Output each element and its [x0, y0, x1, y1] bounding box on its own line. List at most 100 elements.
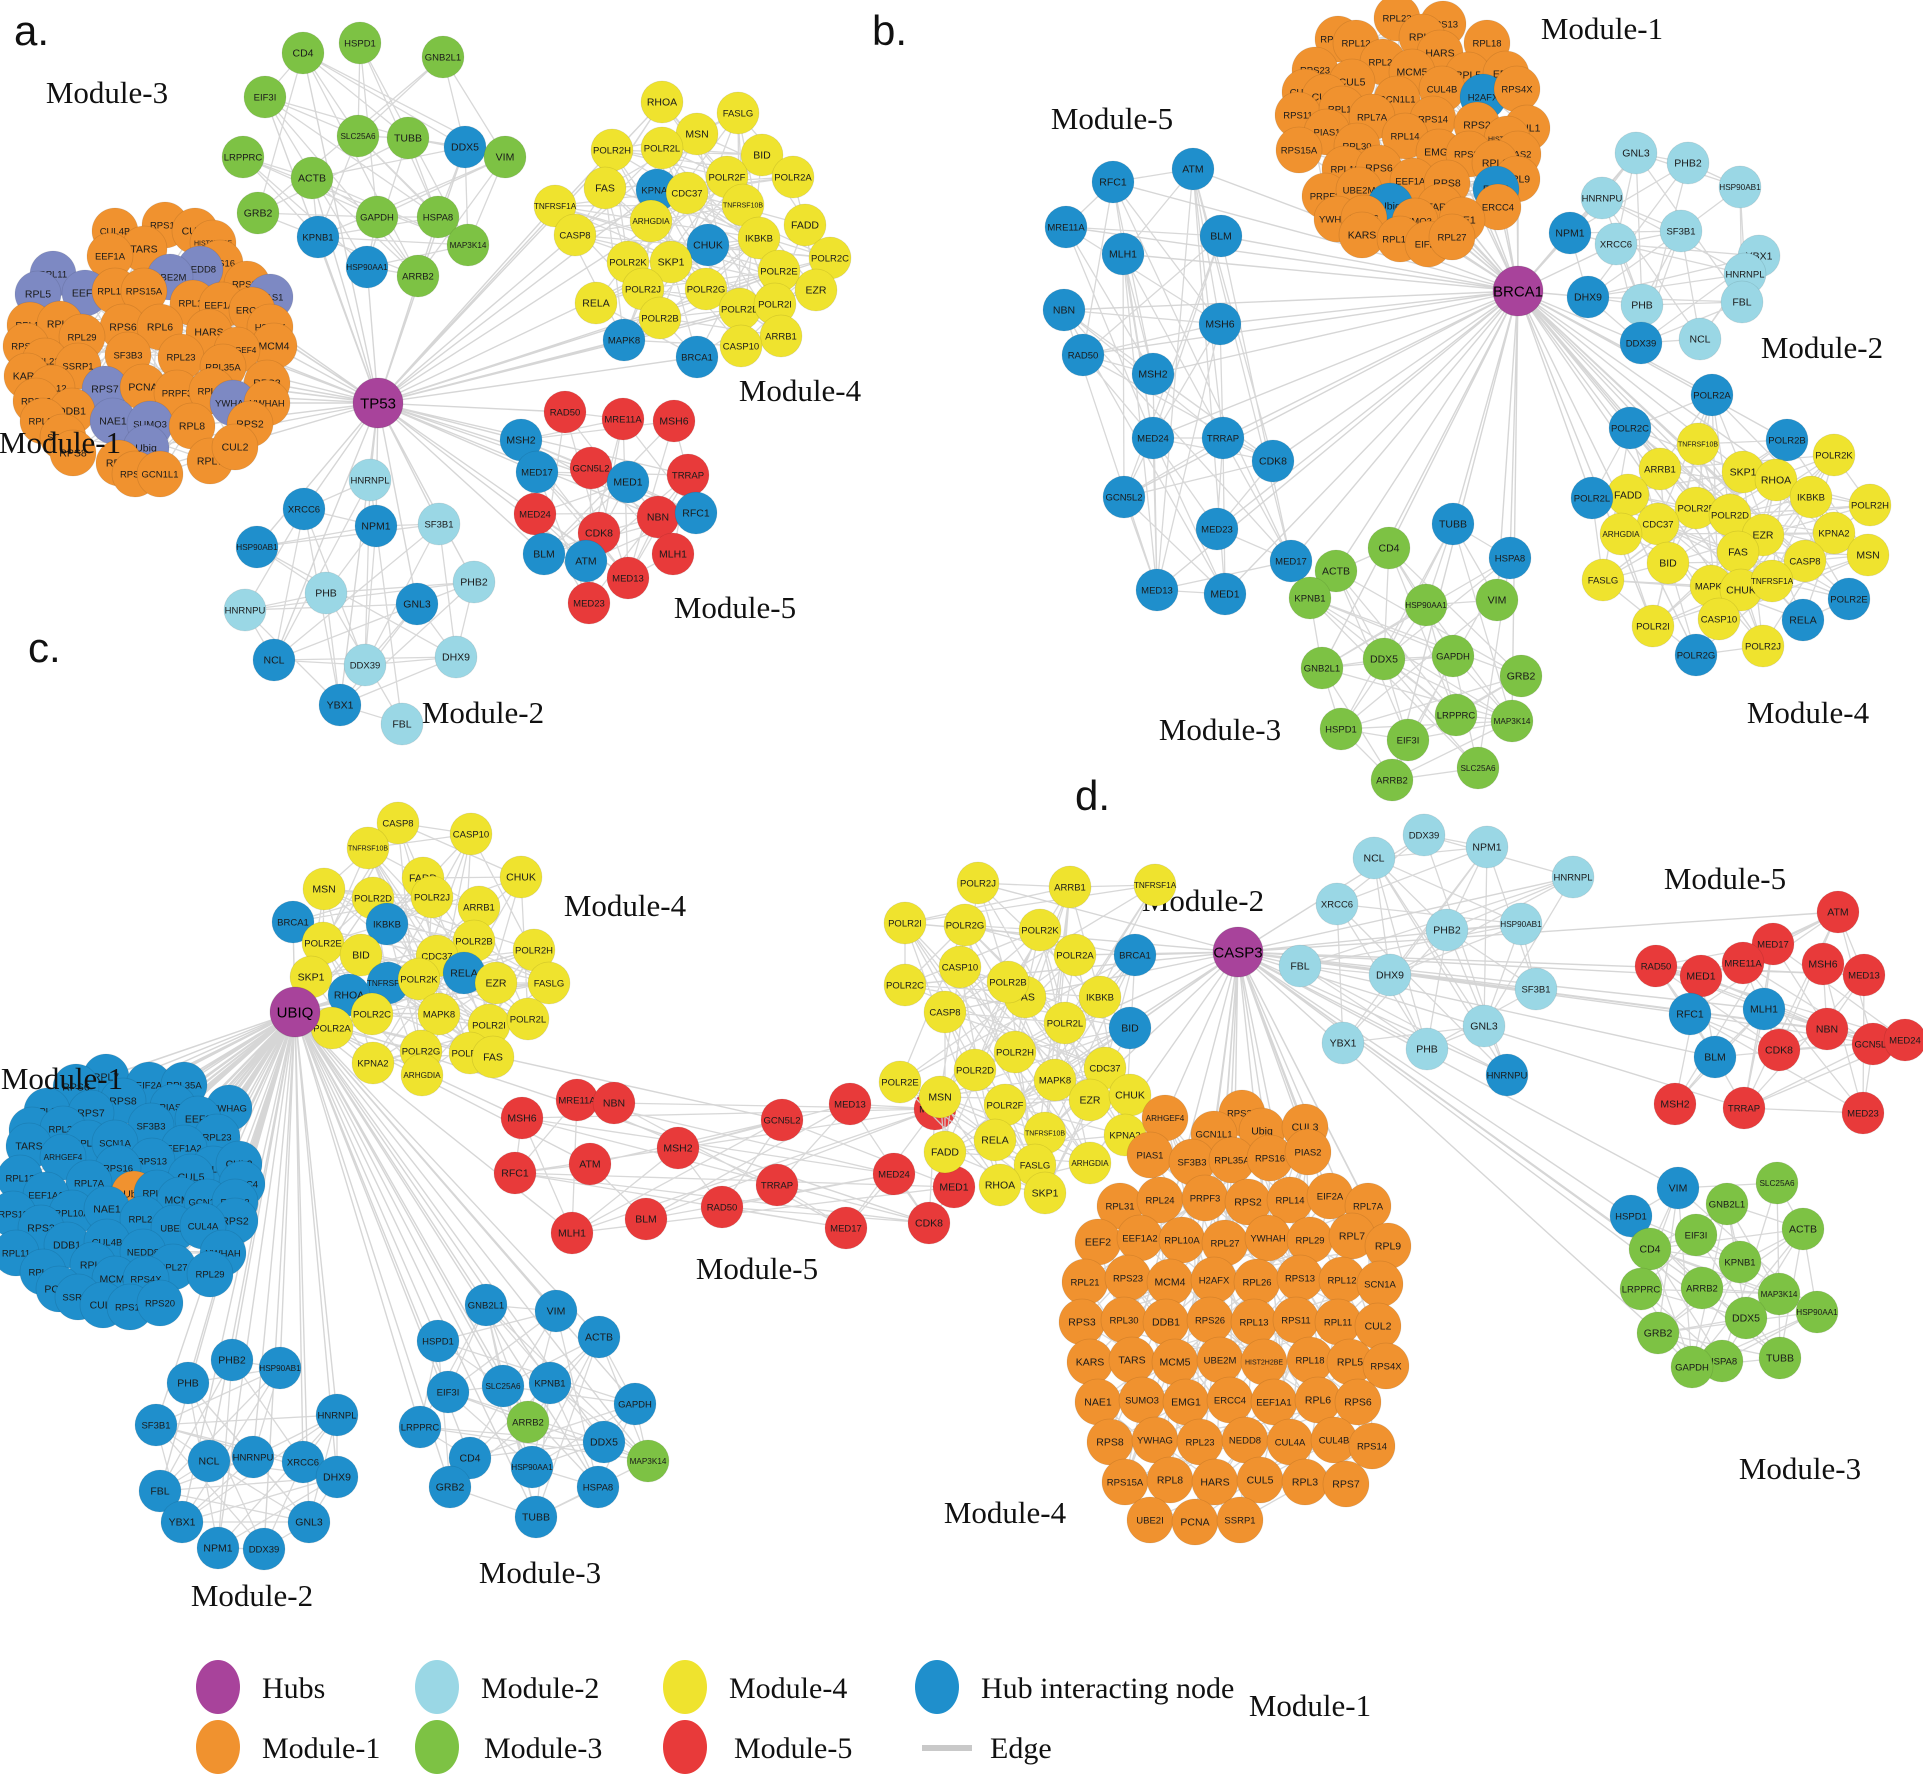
node-label-RPL6: RPL6: [147, 322, 173, 334]
node-DHX9: DHX9: [315, 1455, 359, 1499]
node-circle-EIF3I: [243, 75, 287, 119]
node-circle-FASLG: [527, 961, 571, 1005]
node-circle-RPS8: [49, 429, 97, 477]
node-BRCA1: BRCA1: [1113, 933, 1157, 977]
node-label-ATM: ATM: [575, 556, 596, 568]
node-GCN5L2: GCN5L2: [1102, 475, 1146, 519]
node-RPS8: RPS8: [49, 429, 97, 477]
node-label-POLR2D: POLR2D: [354, 893, 392, 904]
node-circle-RFC1: [1091, 160, 1135, 204]
node-label-RPL11: RPL11: [2, 1248, 30, 1259]
node-circle-MSH2: [1653, 1082, 1697, 1126]
node-label-MAP3K14: MAP3K14: [1761, 1290, 1798, 1299]
node-label-CASP8: CASP8: [382, 818, 413, 829]
node-MED24: MED24: [1883, 1018, 1923, 1062]
node-ATM: ATM: [1171, 147, 1215, 191]
node-label-PHB: PHB: [1416, 1044, 1438, 1056]
node-CASP8: CASP8: [376, 801, 420, 845]
node-label-NPM1: NPM1: [203, 1543, 232, 1555]
node-circle-ATM: [564, 539, 608, 583]
node-circle-HSPD1: [416, 1319, 460, 1363]
node-CUL4A: CUL4A: [1266, 1418, 1314, 1466]
node-label-MSN: MSN: [928, 1092, 951, 1104]
node-label-RPS14: RPS14: [1357, 1441, 1387, 1452]
node-CASP10: CASP10: [938, 945, 982, 989]
node-label-RPL26: RPL26: [197, 386, 226, 397]
node-FASLG: FASLG: [1581, 558, 1625, 602]
node-PIAS1: PIAS1: [1126, 1131, 1174, 1179]
node-label-MED17: MED17: [1275, 556, 1307, 567]
node-circle-DDX39: [1619, 321, 1663, 365]
node-label-HSP90AA1: HSP90AA1: [346, 263, 388, 272]
node-label-RPL7A: RPL7A: [74, 1178, 105, 1189]
node-MLH1: MLH1: [550, 1211, 594, 1255]
node-label-MED24: MED24: [519, 509, 551, 520]
node-circle-EIF3I: [1674, 1213, 1718, 1257]
node-label-MED13: MED13: [612, 573, 644, 584]
node-label-RPL7: RPL7: [1339, 1231, 1365, 1243]
node-label-GAPDH: GAPDH: [1675, 1362, 1709, 1373]
node-circle-MED13: [828, 1082, 872, 1126]
node-circle-MED17: [824, 1206, 868, 1250]
node-circle-CASP8: [376, 801, 420, 845]
node-KPNA2: KPNA2: [1812, 511, 1856, 555]
node-MED24: MED24: [872, 1152, 916, 1196]
node-label-HNRNPL: HNRNPL: [317, 1410, 356, 1421]
node-RELA: RELA: [973, 1118, 1017, 1162]
node-circle-GNL3: [287, 1500, 331, 1544]
node-circle-GCN5L2: [1102, 475, 1146, 519]
node-label-MED1: MED1: [939, 1182, 968, 1194]
node-label-CUL4B: CUL4B: [100, 226, 131, 237]
node-circle-MAP3K14: [1757, 1272, 1801, 1316]
node-POLR2G: POLR2G: [1674, 633, 1718, 677]
node-label-RPS20: RPS20: [232, 279, 262, 290]
module-label-a-module-1: Module-1: [0, 425, 121, 460]
node-SLC25A6: SLC25A6: [1755, 1161, 1799, 1205]
node-circle-RFC1: [1668, 992, 1712, 1036]
node-label-RFC1: RFC1: [1099, 177, 1127, 189]
node-circle-POLR2G: [1674, 633, 1718, 677]
node-label-POLR2C: POLR2C: [1611, 423, 1649, 434]
node-circle-TUBB: [1431, 502, 1475, 546]
node-label-TRRAP: TRRAP: [672, 470, 704, 481]
node-circle-TNFRSF1A: [1133, 863, 1177, 907]
node-MSH2: MSH2: [1131, 352, 1175, 396]
node-MSN: MSN: [302, 867, 346, 911]
node-label-EEF2: EEF2: [72, 288, 98, 300]
node-label-PHB2: PHB2: [1674, 158, 1702, 170]
edges-module-5: [1063, 168, 1292, 595]
node-circle-ARHGDIA: [629, 199, 673, 243]
node-RPL8: RPL8: [1146, 1456, 1194, 1504]
node-label-MED24: MED24: [878, 1169, 910, 1180]
legend-item-edge: Edge: [922, 1732, 1052, 1765]
node-HSPD1: HSPD1: [1319, 707, 1363, 751]
node-circle-FADD: [923, 1130, 967, 1174]
node-label-MED13: MED13: [1848, 970, 1880, 981]
hub-node-UBIQ: UBIQ: [269, 986, 321, 1038]
node-label-EIF2A: EIF2A: [1317, 1191, 1344, 1202]
node-circle-CDK8: [1757, 1028, 1801, 1072]
node-ARRB2: ARRB2: [506, 1400, 550, 1444]
node-label-POLR2I: POLR2I: [758, 299, 792, 310]
node-label-CUL2: CUL2: [222, 442, 249, 454]
node-label-POLR2L: POLR2L: [644, 143, 680, 154]
node-circle-POLR2C: [883, 963, 927, 1007]
node-label-GRB2: GRB2: [244, 208, 273, 220]
hub-node-BRCA1: BRCA1: [1492, 265, 1544, 317]
node-RPS23: RPS23: [1104, 1254, 1152, 1302]
node-label-NBN: NBN: [647, 512, 669, 524]
node-DDX5: DDX5: [582, 1420, 626, 1464]
node-label-MCM5: MCM5: [1397, 67, 1428, 79]
node-circle-POLR2J: [410, 875, 454, 919]
node-PCNA: PCNA: [1171, 1498, 1219, 1546]
node-label-POLR2K: POLR2K: [400, 974, 438, 985]
panel-d: DDX39 NPM1 NCL HNRNPL XRCC6 PHB2 HSP90AB1 FBL DH…: [878, 772, 1923, 1723]
node-circle-DDX39: [1402, 813, 1446, 857]
node-MSH6: MSH6: [1801, 942, 1845, 986]
node-label-HSPD1: HSPD1: [422, 1336, 454, 1347]
node-label-RPL26: RPL26: [1242, 1277, 1271, 1288]
node-circle-CDK8: [1251, 439, 1295, 483]
node-LRPPRC: LRPPRC: [221, 135, 265, 179]
